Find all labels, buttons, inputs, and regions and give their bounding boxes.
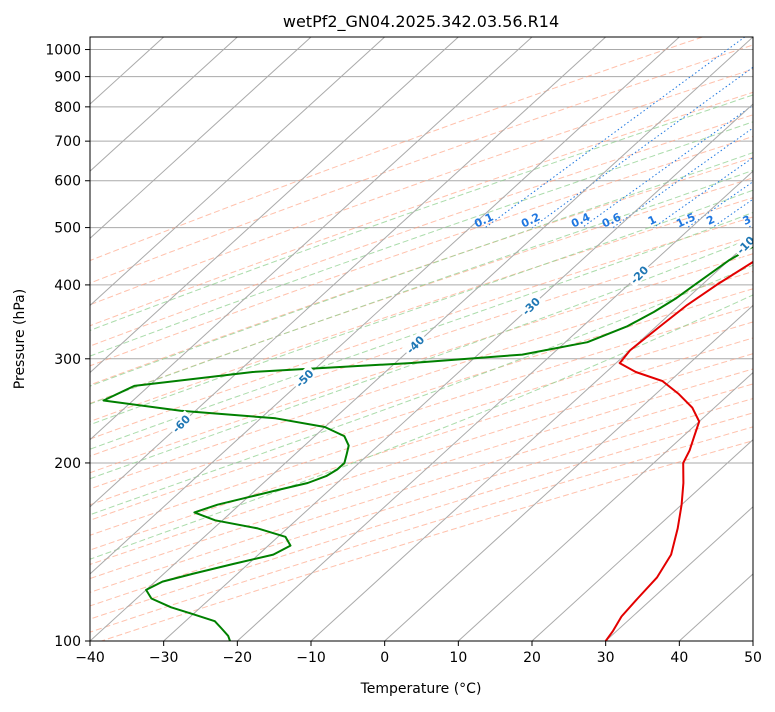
y-tick-label: 800: [54, 100, 81, 116]
y-tick-label: 600: [54, 174, 81, 190]
x-tick-label: 10: [449, 650, 467, 666]
y-axis-label: Pressure (hPa): [12, 289, 28, 389]
x-tick-label: 50: [744, 650, 762, 666]
x-tick-label: −30: [149, 650, 179, 666]
x-tick-label: 40: [670, 650, 688, 666]
y-tick-label: 300: [54, 352, 81, 368]
x-tick-label: 30: [597, 650, 615, 666]
y-tick-label: 200: [54, 456, 81, 472]
chart-title: wetPf2_GN04.2025.342.03.56.R14: [283, 12, 559, 32]
x-tick-label: 20: [523, 650, 541, 666]
y-tick-label: 400: [54, 278, 81, 294]
y-tick-label: 100: [54, 634, 81, 650]
x-tick-label: 0: [380, 650, 389, 666]
y-tick-label: 500: [54, 221, 81, 237]
x-tick-label: −10: [296, 650, 326, 666]
x-tick-label: −20: [223, 650, 253, 666]
x-tick-label: −40: [75, 650, 105, 666]
x-axis-label: Temperature (°C): [360, 681, 482, 697]
y-tick-label: 900: [54, 70, 81, 86]
y-tick-label: 1000: [45, 43, 81, 59]
y-tick-label: 700: [54, 134, 81, 150]
